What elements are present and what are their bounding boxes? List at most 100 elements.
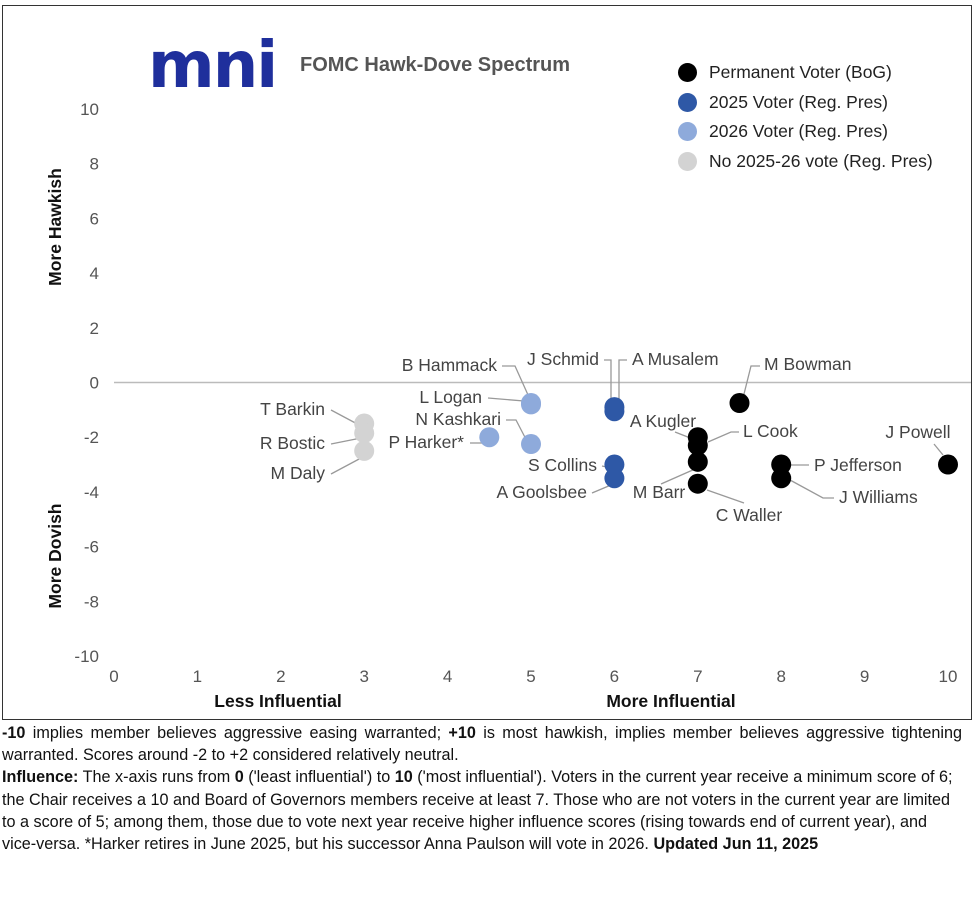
legend-swatch [678,92,697,112]
point-label: R Bostic [260,433,325,453]
x-tick-label: 9 [860,667,869,686]
point-label: N Kashkari [415,409,501,429]
leader-line [502,365,534,407]
note-text: The x-axis runs from [78,768,235,787]
point-label: C Waller [716,505,783,525]
legend-item: Permanent Voter (BoG) [678,58,933,88]
point-label: J Powell [885,422,950,442]
data-point [521,434,541,455]
note-text: is most hawkish, implies member believes… [2,724,963,765]
y-tick-label: -4 [84,483,99,502]
data-point [604,401,625,422]
x-tick-label: 3 [359,667,368,686]
note-text: implies member believes aggressive easin… [25,724,449,742]
point-label: L Cook [743,421,798,441]
point-label: B Hammack [402,355,498,375]
y-tick-label: 2 [90,319,99,338]
data-point [771,454,792,475]
data-point [354,440,375,461]
x-tick-label: 2 [276,667,285,686]
y-tick-label: 4 [90,264,99,283]
legend: Permanent Voter (BoG) 2025 Voter (Reg. Pr… [678,58,933,176]
point-label: M Daly [271,463,326,483]
data-point [938,454,958,475]
mni-logo: mni [148,29,278,103]
point-label: J Schmid [527,349,599,369]
note-min-value: -10 [2,724,26,742]
legend-swatch [678,151,697,171]
data-point [729,393,750,414]
x-tick-label: 0 [109,667,118,686]
data-point [687,451,708,472]
y-tick-label: -10 [74,647,99,666]
point-label: A Kugler [630,411,696,431]
legend-label: No 2025-26 vote (Reg. Pres) [709,150,933,171]
y-axis-label-bottom: More Dovish [45,503,65,608]
legend-item: No 2025-26 vote (Reg. Pres) [678,147,933,177]
data-point [521,394,541,415]
leader-line [742,365,760,399]
data-point [604,468,625,489]
data-point [479,427,500,448]
x-tick-label: 8 [776,667,785,686]
x-tick-label: 4 [443,667,452,686]
legend-label: 2025 Voter (Reg. Pres) [709,91,888,112]
leader-line [706,489,745,504]
leader-line [591,484,612,494]
point-label: M Barr [633,482,686,502]
leader-line [330,457,362,475]
point-label: L Logan [419,387,482,407]
leader-line [707,431,739,443]
legend-label: Permanent Voter (BoG) [709,62,892,83]
point-label: M Bowman [764,354,852,374]
y-tick-label: -2 [84,428,99,447]
note-influence-heading: Influence: [2,768,79,787]
x-tick-label: 5 [526,667,535,686]
note-text: ('most influential'). Voters in the curr… [2,768,953,854]
data-point [604,454,625,475]
point-label: A Musalem [632,349,719,369]
x-axis-label-left: Less Influential [214,691,341,711]
leader-line [618,359,627,413]
point-label: P Jefferson [814,455,902,475]
data-point [354,423,375,444]
data-point [687,473,708,494]
point-label: T Barkin [260,399,325,419]
x-tick-label: 1 [193,667,202,686]
note-zero: 0 [234,768,244,787]
point-label: P Harker* [388,432,464,452]
point-label: J Williams [839,487,918,507]
x-tick-label: 7 [693,667,702,686]
legend-swatch [678,63,697,83]
note-influence: Influence: The x-axis runs from 0 ('leas… [2,766,962,855]
note-ten: 10 [394,768,413,787]
note-updated: Updated Jun 11, 2025 [653,835,819,854]
y-tick-label: -6 [84,538,99,557]
leader-line [933,443,944,456]
x-axis-label-right: More Influential [606,691,735,711]
leader-line [330,437,362,445]
note-text: ('least influential') to [243,768,395,787]
y-tick-label: 10 [80,100,99,119]
note-scale: -10 implies member believes aggressive e… [2,722,962,766]
legend-swatch [678,122,697,142]
point-label: S Collins [528,455,597,475]
note-max-value: +10 [448,724,476,742]
x-tick-label: 6 [610,667,619,686]
chart-title: FOMC Hawk-Dove Spectrum [300,54,571,76]
y-tick-label: 8 [90,155,99,174]
point-label: A Goolsbee [497,482,587,502]
x-tick-label: 10 [939,667,958,686]
legend-item: 2026 Voter (Reg. Pres) [678,117,933,147]
data-point [771,468,792,489]
legend-label: 2026 Voter (Reg. Pres) [709,121,888,142]
scatter-chart: -10 -8 -6 -4 -2 0 2 4 6 8 10 0 1 2 3 4 5 6 7 8 9 10 Less Influ… [45,100,971,711]
leader-line [487,397,525,402]
y-tick-label: -8 [84,592,99,611]
leader-line [604,359,612,413]
mni-logo-text: mni [148,29,278,103]
y-axis-label-top: More Hawkish [45,168,65,286]
chart-frame: -10 -8 -6 -4 -2 0 2 4 6 8 10 0 1 2 3 4 5 6 7 8 9 10 Less Influ… [2,5,972,720]
y-tick-label: 6 [90,209,99,228]
data-point [687,435,708,456]
